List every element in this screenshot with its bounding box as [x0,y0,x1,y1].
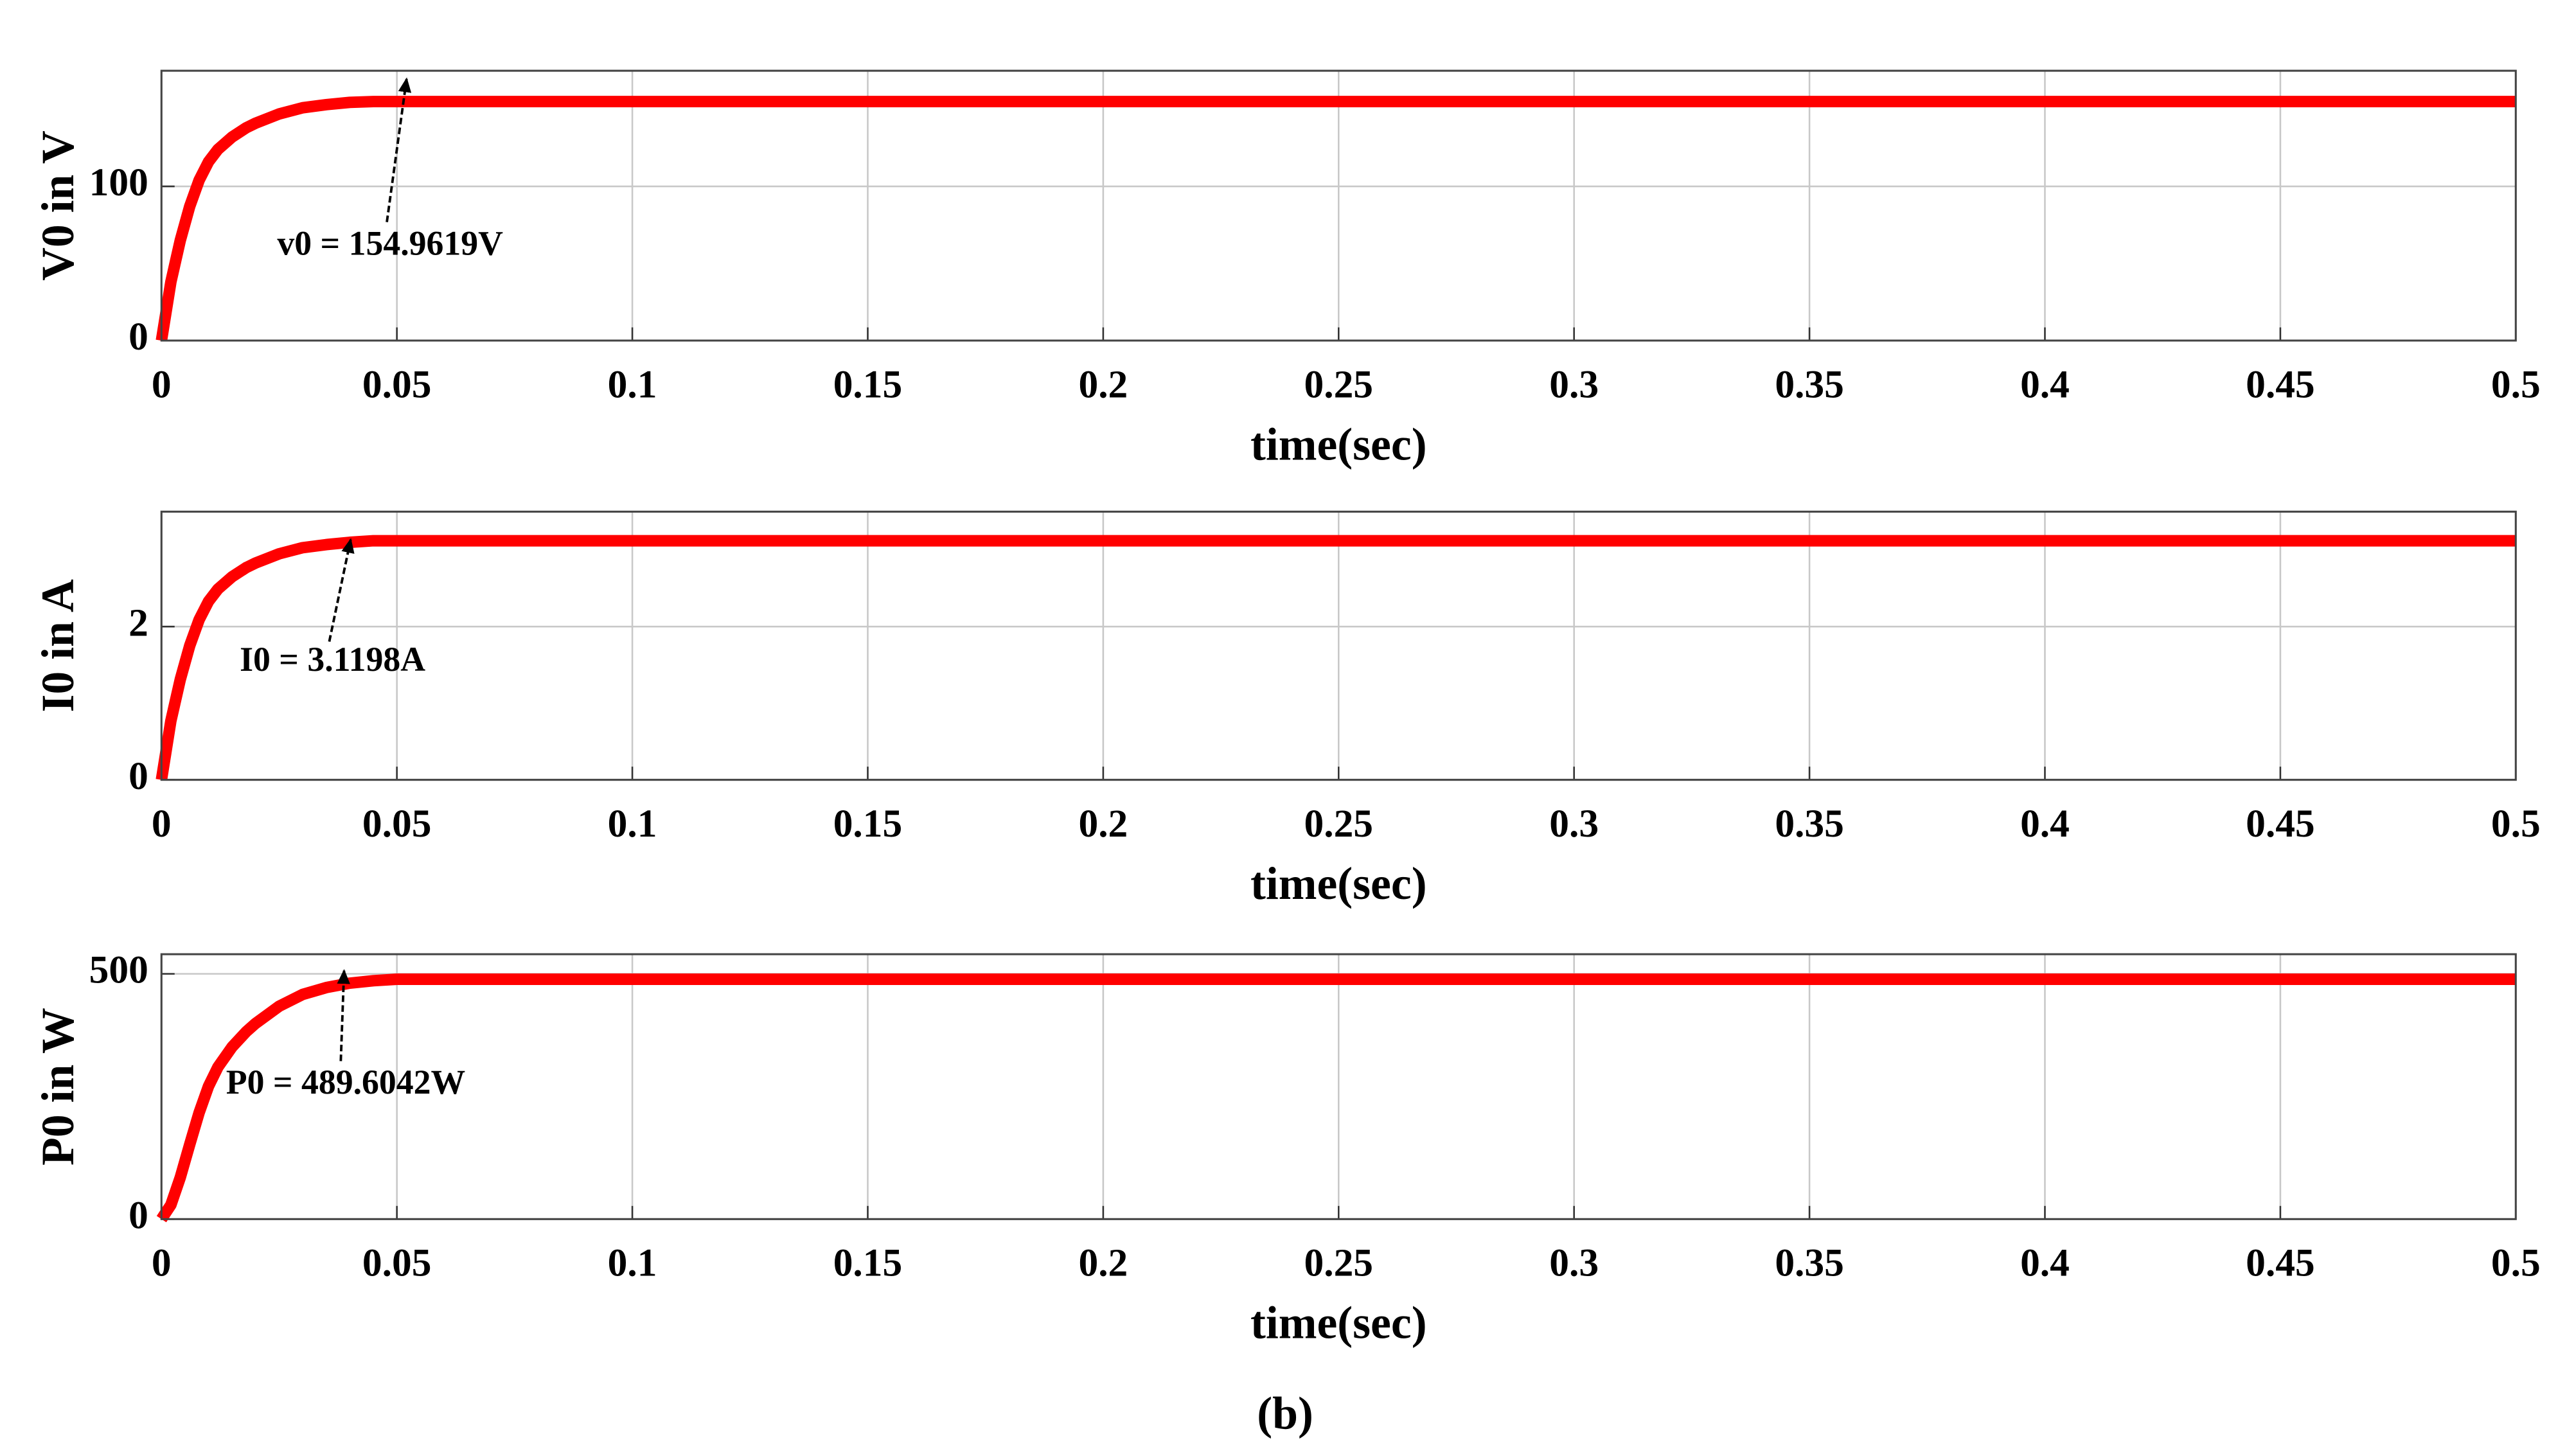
x-tick-label: 0.45 [2246,362,2315,406]
axes-box [160,69,2517,342]
axes-box [160,953,2517,1220]
x-tick-label: 0.2 [1078,362,1128,406]
x-tick-label: 0.05 [362,362,432,406]
annotation: v0 = 154.9619V [277,224,503,262]
x-tick-label: 0.15 [833,1241,903,1285]
y-axis-label: P0 in W [32,1008,84,1166]
caption: (b) [1257,1388,1313,1439]
x-tick-label: 0 [152,802,172,846]
x-tick-label: 0.3 [1549,1241,1599,1285]
annotation-arrow [386,77,412,222]
x-tick-label: 0.3 [1549,802,1599,846]
x-tick-label: 0.45 [2246,802,2315,846]
y-tick-label: 0 [129,315,148,359]
x-tick-label: 0.5 [2491,802,2541,846]
x-tick-label: 0.05 [362,1241,432,1285]
x-tick-label: 0.4 [2020,1241,2070,1285]
data-line [155,96,2516,342]
x-tick-label: 0.2 [1078,802,1128,846]
annotation-arrow [328,538,355,642]
annotation: P0 = 489.6042W [226,1063,466,1101]
annotation-arrow [337,969,350,1061]
y-tick-label: 2 [129,601,148,644]
axes-box [160,510,2517,781]
x-axis-label: time(sec) [1250,418,1427,470]
x-tick-label: 0.5 [2491,1241,2541,1285]
x-tick-label: 0.25 [1304,362,1374,406]
annotation: I0 = 3.1198A [240,640,425,679]
x-tick-label: 0.5 [2491,362,2541,406]
x-tick-label: 0.15 [833,802,903,846]
x-tick-label: 0.4 [2020,802,2070,846]
y-tick-label: 500 [89,948,148,992]
x-tick-label: 0.3 [1549,362,1599,406]
y-tick-label: 0 [129,754,148,798]
x-tick-label: 0.05 [362,802,432,846]
x-tick-label: 0 [152,1241,172,1285]
x-axis-label: time(sec) [1250,858,1427,909]
data-line [155,535,2516,781]
y-tick-label: 100 [89,161,148,204]
x-axis-label: time(sec) [1250,1297,1427,1349]
data-line [156,973,2516,1223]
x-tick-label: 0 [152,362,172,406]
x-tick-label: 0.25 [1304,1241,1374,1285]
x-tick-label: 0.1 [608,1241,657,1285]
x-tick-label: 0.15 [833,362,903,406]
x-tick-label: 0.2 [1078,1241,1128,1285]
x-tick-label: 0.1 [608,802,657,846]
y-axis-label: I0 in A [32,579,84,712]
y-axis-label: V0 in V [32,130,84,281]
x-tick-label: 0.4 [2020,362,2070,406]
x-tick-label: 0.35 [1775,362,1844,406]
x-tick-label: 0.45 [2246,1241,2315,1285]
x-tick-label: 0.35 [1775,1241,1844,1285]
x-tick-label: 0.35 [1775,802,1844,846]
x-tick-label: 0.25 [1304,802,1374,846]
y-tick-label: 0 [129,1193,148,1237]
x-tick-label: 0.1 [608,362,657,406]
